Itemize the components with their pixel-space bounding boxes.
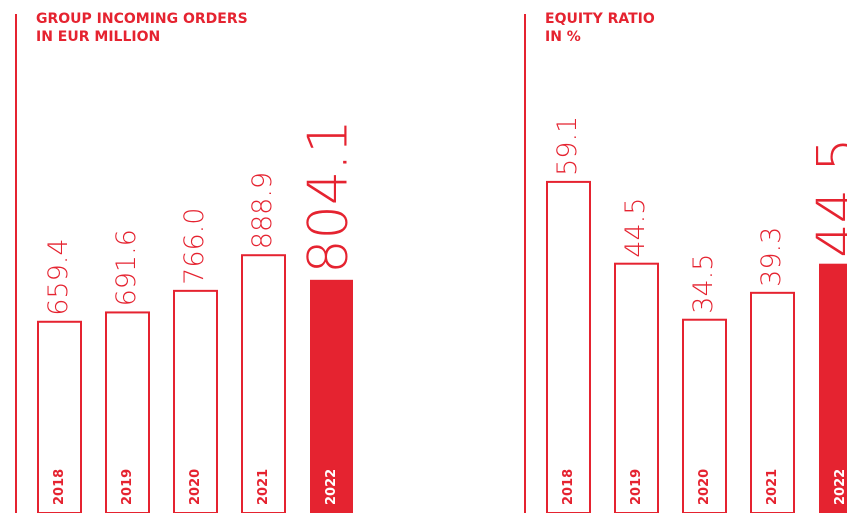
chart-title: GROUP INCOMING ORDERS — [36, 11, 248, 27]
value-label: 34.5 — [688, 254, 719, 314]
value-label: 44.5 — [805, 137, 847, 257]
x-tick-label: 2018 — [52, 469, 67, 505]
value-label: 39.3 — [756, 227, 787, 287]
bar — [105, 311, 150, 513]
bar — [546, 180, 591, 513]
value-label: 691.6 — [111, 229, 142, 306]
value-label: 804.1 — [296, 119, 359, 274]
value-label: 59.1 — [552, 116, 583, 176]
x-tick-label: 2019 — [629, 469, 644, 505]
chart-subtitle: IN % — [545, 29, 581, 45]
chart-title: EQUITY RATIO — [545, 11, 655, 27]
bar — [750, 291, 795, 513]
x-tick-label: 2021 — [256, 469, 271, 505]
value-label: 766.0 — [179, 208, 210, 285]
bar — [310, 279, 353, 513]
x-tick-label: 2018 — [561, 469, 576, 505]
x-tick-label: 2019 — [120, 469, 135, 505]
value-label: 44.5 — [620, 198, 651, 258]
value-label: 888.9 — [247, 172, 278, 249]
x-tick-label: 2022 — [324, 469, 339, 505]
bar — [614, 262, 659, 513]
x-tick-label: 2022 — [833, 469, 847, 505]
bar — [682, 318, 727, 513]
x-tick-label: 2020 — [188, 469, 203, 505]
x-tick-label: 2021 — [765, 469, 780, 505]
x-tick-label: 2020 — [697, 469, 712, 505]
value-label: 659.4 — [43, 238, 74, 315]
bar — [241, 254, 286, 513]
bar — [819, 263, 847, 513]
chart-subtitle: IN EUR MILLION — [36, 29, 160, 45]
